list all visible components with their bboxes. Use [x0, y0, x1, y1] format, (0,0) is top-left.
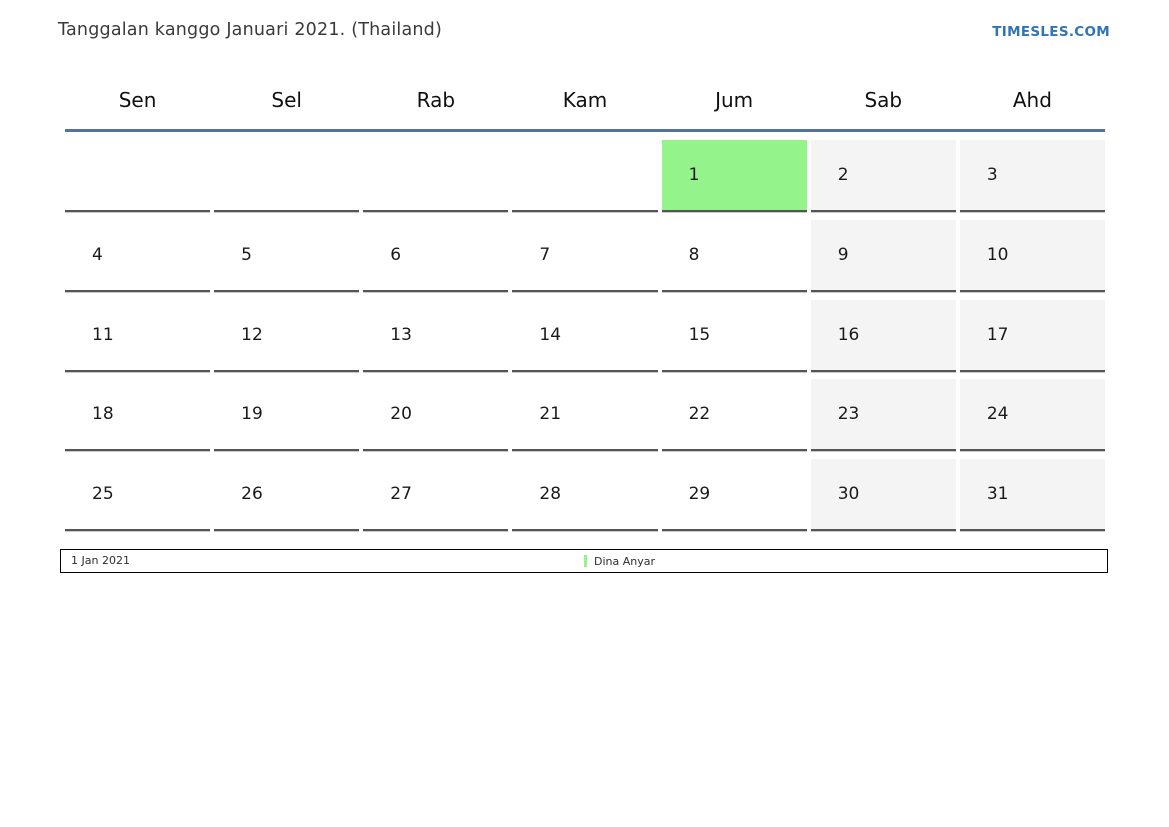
day-cell-empty: [363, 140, 509, 212]
day-cell-29: 29: [661, 459, 807, 532]
day-cell-31: 31: [959, 459, 1105, 532]
day-number: 29: [688, 484, 711, 505]
day-cell-15: 15: [661, 299, 807, 372]
holiday-legend: Dina Anyar: [584, 550, 655, 572]
day-cell-20: 20: [363, 379, 509, 452]
day-number: 3: [986, 165, 998, 185]
day-cell-24: 24: [959, 379, 1105, 452]
day-cell-8: 8: [661, 219, 807, 292]
weekday-label-ahd: Ahd: [1012, 88, 1052, 112]
weekday-label-rab: Rab: [416, 88, 456, 112]
day-cell-7: 7: [512, 219, 658, 292]
day-number: 9: [837, 244, 849, 265]
day-cell-16: 16: [810, 299, 956, 372]
weekday-label-sel: Sel: [271, 88, 302, 112]
day-cell-empty: [512, 140, 658, 212]
footer-bar: 1 Jan 2021 Dina Anyar: [60, 549, 1108, 573]
day-number: 31: [986, 484, 1009, 505]
day-number: 8: [688, 244, 700, 265]
day-cell-4: 4: [65, 219, 211, 292]
page-title: Tanggalan kanggo Januari 2021. (Thailand…: [58, 20, 442, 40]
day-number: 6: [390, 244, 402, 265]
day-cell-28: 28: [512, 459, 658, 532]
day-cell-13: 13: [363, 299, 509, 372]
weekday-label-sab: Sab: [864, 88, 903, 112]
day-cell-27: 27: [363, 459, 509, 532]
day-number: 15: [688, 324, 711, 345]
day-number: 14: [539, 324, 562, 345]
day-number: 20: [390, 404, 412, 425]
day-cell-18: 18: [65, 379, 211, 452]
day-number: 2: [837, 165, 849, 185]
calendar-grid: 1 2 3 4 5 6 7 8 9 10 11 12 13 14 15 16 17 18 19 20 21 22 23 24 2…: [65, 140, 1105, 532]
day-cell-14: 14: [512, 299, 658, 372]
weekday-label-kam: Kam: [562, 88, 608, 112]
day-cell-22: 22: [661, 379, 807, 452]
day-number: 27: [390, 484, 412, 505]
day-cell-11: 11: [65, 299, 211, 372]
header-rule: [65, 129, 1105, 132]
weekday-header-row: Sen Sel Rab Kam Jum Sab Ahd: [65, 84, 1105, 116]
holiday-legend-label: Dina Anyar: [594, 554, 656, 568]
day-cell-12: 12: [214, 299, 360, 372]
day-number: 26: [241, 484, 263, 505]
day-cell-5: 5: [214, 219, 360, 292]
day-number: 21: [539, 404, 562, 425]
day-number: 12: [241, 324, 263, 345]
day-number: 10: [986, 244, 1009, 265]
day-number: 4: [92, 244, 103, 265]
day-number: 13: [390, 324, 412, 345]
day-cell-9: 9: [810, 219, 956, 292]
day-cell-6: 6: [363, 219, 509, 292]
day-cell-10: 10: [959, 219, 1105, 292]
day-number: 19: [241, 404, 263, 425]
day-cell-empty: [65, 140, 211, 212]
day-cell-17: 17: [959, 299, 1105, 372]
day-cell-21: 21: [512, 379, 658, 452]
day-cell-23: 23: [810, 379, 956, 452]
day-number: 22: [688, 404, 711, 425]
day-number: 7: [539, 244, 551, 265]
day-number: 5: [241, 244, 252, 265]
day-cell-1: 1: [661, 140, 807, 212]
holiday-legend-mark: [584, 555, 587, 567]
weekday-label-sen: Sen: [118, 88, 157, 112]
day-number: 1: [688, 165, 700, 185]
day-number: 11: [92, 324, 114, 345]
day-cell-26: 26: [214, 459, 360, 532]
day-cell-3: 3: [959, 140, 1105, 212]
day-cell-empty: [214, 140, 360, 212]
day-number: 18: [92, 404, 114, 425]
day-number: 17: [986, 324, 1009, 345]
day-number: 16: [837, 324, 860, 345]
brand-link[interactable]: TIMESLES.COM: [992, 24, 1110, 40]
day-cell-30: 30: [810, 459, 956, 532]
day-number: 24: [986, 404, 1009, 425]
day-number: 28: [539, 484, 562, 505]
day-number: 23: [837, 404, 860, 425]
day-cell-25: 25: [65, 459, 211, 532]
day-cell-19: 19: [214, 379, 360, 452]
day-cell-2: 2: [810, 140, 956, 212]
footer-date: 1 Jan 2021: [71, 554, 130, 567]
day-number: 30: [837, 484, 860, 505]
day-number: 25: [92, 484, 114, 505]
weekday-label-jum: Jum: [715, 88, 754, 112]
